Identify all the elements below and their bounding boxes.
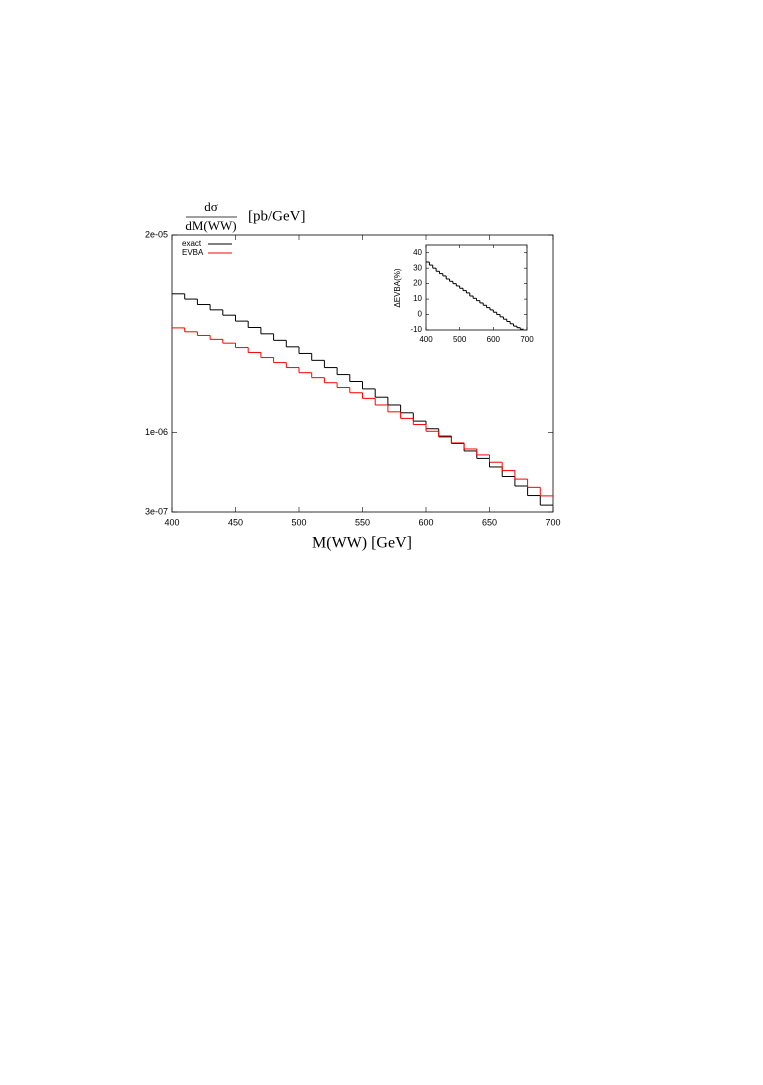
x-tick-label: 500	[291, 517, 306, 527]
y-label-numerator: dσ	[204, 199, 218, 214]
y-tick-label: 1e-06	[145, 427, 168, 437]
inset-y-axis-title: ΔEVBA(%)	[393, 268, 402, 307]
y-tick-label: 30	[413, 263, 422, 272]
legend-label: exact	[182, 239, 202, 248]
plot-frame	[171, 234, 554, 513]
plot-frame	[425, 244, 528, 331]
x-tick-label: 600	[487, 335, 501, 344]
y-axis-title: dσ dM(WW) [pb/GeV]	[185, 199, 305, 233]
y-tick-label: 3e-07	[145, 506, 168, 516]
y-tick-label: 2e-05	[145, 229, 168, 239]
x-axis-title: M(WW) [GeV]	[312, 535, 412, 552]
y-label-denominator: dM(WW)	[185, 218, 236, 233]
y-tick-label: 20	[413, 279, 422, 288]
x-tick-label: 600	[418, 517, 433, 527]
x-tick-label: 650	[482, 517, 497, 527]
x-tick-label: 400	[164, 517, 179, 527]
y-tick-label: 40	[413, 248, 422, 257]
x-tick-label: 400	[419, 335, 433, 344]
y-tick-label: 10	[413, 294, 422, 303]
y-tick-label: -10	[410, 325, 422, 334]
x-tick-label: 500	[453, 335, 467, 344]
x-tick-label: 700	[545, 517, 560, 527]
x-tick-label: 450	[228, 517, 243, 527]
y-label-unit: [pb/GeV]	[248, 208, 305, 224]
x-tick-label: 700	[520, 335, 534, 344]
y-tick-label: 0	[418, 310, 423, 319]
legend-label: EVBA	[182, 248, 204, 257]
x-tick-label: 550	[355, 517, 370, 527]
